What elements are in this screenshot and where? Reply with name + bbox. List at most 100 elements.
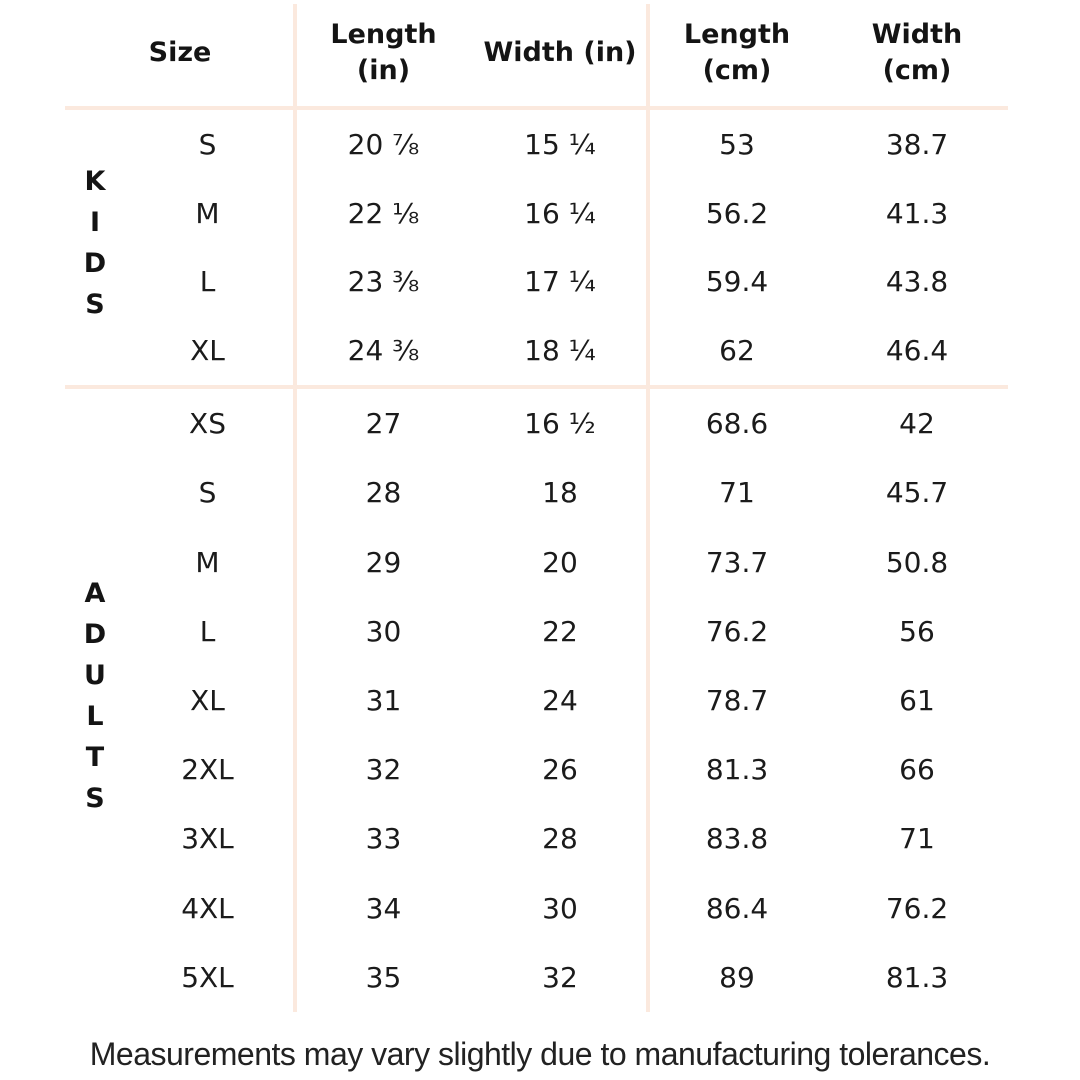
vertical-divider bbox=[646, 4, 650, 1012]
table-row: M 22 ⅛ 16 ¼ 56.2 41.3 bbox=[0, 179, 1080, 248]
length-in-cell: 22 ⅛ bbox=[347, 196, 420, 230]
length-cm-cell: 68.6 bbox=[705, 407, 769, 441]
width-in-cell: 32 bbox=[542, 960, 578, 994]
length-cm-cell: 62 bbox=[719, 334, 755, 368]
table-row: L 23 ⅜ 17 ¼ 59.4 43.8 bbox=[0, 248, 1080, 317]
length-cm-cell: 76.2 bbox=[705, 614, 769, 648]
table-row: S 20 ⅞ 15 ¼ 53 38.7 bbox=[0, 110, 1080, 179]
size-cell: L bbox=[199, 265, 216, 299]
length-cm-cell: 73.7 bbox=[705, 545, 769, 579]
group-label-text: ADULTS bbox=[79, 577, 111, 824]
column-header-line: Size bbox=[148, 37, 212, 68]
length-in-cell: 27 bbox=[365, 407, 402, 441]
length-cm-cell: 71 bbox=[719, 476, 755, 510]
table-row: XL 24 ⅜ 18 ¼ 62 46.4 bbox=[0, 316, 1080, 385]
width-in-cell: 22 bbox=[542, 614, 578, 648]
size-cell: M bbox=[195, 545, 220, 579]
column-header-width-in: Width (in) bbox=[472, 35, 648, 71]
table-row: 4XL 34 30 86.4 76.2 bbox=[0, 874, 1080, 943]
size-cell: XL bbox=[190, 683, 225, 717]
width-cm-cell: 61 bbox=[899, 683, 935, 717]
width-in-cell: 20 bbox=[542, 545, 578, 579]
column-header-length-in: Length (in) bbox=[295, 17, 472, 89]
width-in-cell: 24 bbox=[542, 683, 578, 717]
width-in-cell: 18 ¼ bbox=[524, 334, 596, 368]
width-cm-cell: 76.2 bbox=[885, 891, 949, 925]
length-in-cell: 34 bbox=[365, 891, 402, 925]
column-header-line: Length bbox=[683, 19, 791, 50]
size-cell: XL bbox=[190, 334, 225, 368]
length-cm-cell: 59.4 bbox=[705, 265, 769, 299]
length-in-cell: 23 ⅜ bbox=[347, 265, 420, 299]
width-in-cell: 16 ¼ bbox=[524, 196, 596, 230]
length-in-cell: 20 ⅞ bbox=[347, 127, 420, 161]
group-label-text: KIDS bbox=[79, 165, 111, 330]
group-label-adults: ADULTS bbox=[60, 389, 130, 1012]
horizontal-divider bbox=[65, 385, 1008, 389]
size-cell: XS bbox=[189, 407, 226, 441]
length-in-cell: 28 bbox=[365, 476, 402, 510]
length-in-cell: 24 ⅜ bbox=[347, 334, 420, 368]
width-cm-cell: 45.7 bbox=[885, 476, 949, 510]
length-in-cell: 33 bbox=[365, 822, 402, 856]
width-cm-cell: 71 bbox=[899, 822, 935, 856]
column-header-line: (cm) bbox=[702, 55, 772, 86]
length-in-cell: 32 bbox=[365, 753, 402, 787]
length-cm-cell: 78.7 bbox=[705, 683, 769, 717]
adults-section: ADULTS XS 27 16 ½ 68.6 42 S 28 18 71 45.… bbox=[0, 389, 1080, 1012]
width-cm-cell: 43.8 bbox=[885, 265, 949, 299]
width-cm-cell: 50.8 bbox=[885, 545, 949, 579]
width-cm-cell: 42 bbox=[899, 407, 935, 441]
width-in-cell: 16 ½ bbox=[524, 407, 596, 441]
column-header-line: Width (in) bbox=[483, 37, 637, 68]
width-in-cell: 26 bbox=[542, 753, 578, 787]
length-cm-cell: 53 bbox=[719, 127, 755, 161]
table-row: 2XL 32 26 81.3 66 bbox=[0, 735, 1080, 804]
column-header-width-cm: Width (cm) bbox=[826, 17, 1008, 89]
width-in-cell: 15 ¼ bbox=[524, 127, 596, 161]
kids-section: KIDS S 20 ⅞ 15 ¼ 53 38.7 M 22 ⅛ 16 ¼ 56.… bbox=[0, 110, 1080, 385]
column-header-line: (in) bbox=[356, 55, 411, 86]
vertical-divider bbox=[293, 4, 297, 1012]
size-cell: S bbox=[198, 127, 217, 161]
size-cell: 3XL bbox=[181, 822, 234, 856]
table-row: L 30 22 76.2 56 bbox=[0, 597, 1080, 666]
size-cell: M bbox=[195, 196, 220, 230]
size-cell: S bbox=[198, 476, 217, 510]
table-row: S 28 18 71 45.7 bbox=[0, 458, 1080, 527]
width-cm-cell: 46.4 bbox=[885, 334, 949, 368]
length-in-cell: 30 bbox=[365, 614, 402, 648]
footer-note: Measurements may vary slightly due to ma… bbox=[89, 1035, 991, 1072]
table-row: M 29 20 73.7 50.8 bbox=[0, 527, 1080, 596]
width-cm-cell: 38.7 bbox=[885, 127, 949, 161]
length-cm-cell: 56.2 bbox=[705, 196, 769, 230]
table-header-row: Size Length (in) Width (in) Length (cm) … bbox=[0, 0, 1080, 106]
table-row: 3XL 33 28 83.8 71 bbox=[0, 804, 1080, 873]
column-header-size: Size bbox=[65, 35, 295, 71]
length-in-cell: 31 bbox=[365, 683, 402, 717]
group-label-kids: KIDS bbox=[60, 110, 130, 385]
horizontal-divider bbox=[65, 106, 1008, 110]
width-in-cell: 28 bbox=[542, 822, 578, 856]
size-cell: 4XL bbox=[181, 891, 234, 925]
length-in-cell: 29 bbox=[365, 545, 402, 579]
length-cm-cell: 86.4 bbox=[705, 891, 769, 925]
column-header-line: (cm) bbox=[882, 55, 952, 86]
column-header-line: Width bbox=[871, 19, 963, 50]
width-cm-cell: 56 bbox=[899, 614, 935, 648]
width-in-cell: 30 bbox=[542, 891, 578, 925]
width-in-cell: 18 bbox=[542, 476, 578, 510]
length-cm-cell: 81.3 bbox=[705, 753, 769, 787]
table-row: XS 27 16 ½ 68.6 42 bbox=[0, 389, 1080, 458]
column-header-length-cm: Length (cm) bbox=[648, 17, 826, 89]
length-cm-cell: 83.8 bbox=[705, 822, 769, 856]
width-cm-cell: 66 bbox=[899, 753, 935, 787]
width-cm-cell: 81.3 bbox=[885, 960, 949, 994]
size-cell: L bbox=[199, 614, 216, 648]
table-row: 5XL 35 32 89 81.3 bbox=[0, 943, 1080, 1012]
table-row: XL 31 24 78.7 61 bbox=[0, 666, 1080, 735]
width-in-cell: 17 ¼ bbox=[524, 265, 596, 299]
size-cell: 5XL bbox=[181, 960, 234, 994]
length-cm-cell: 89 bbox=[719, 960, 755, 994]
